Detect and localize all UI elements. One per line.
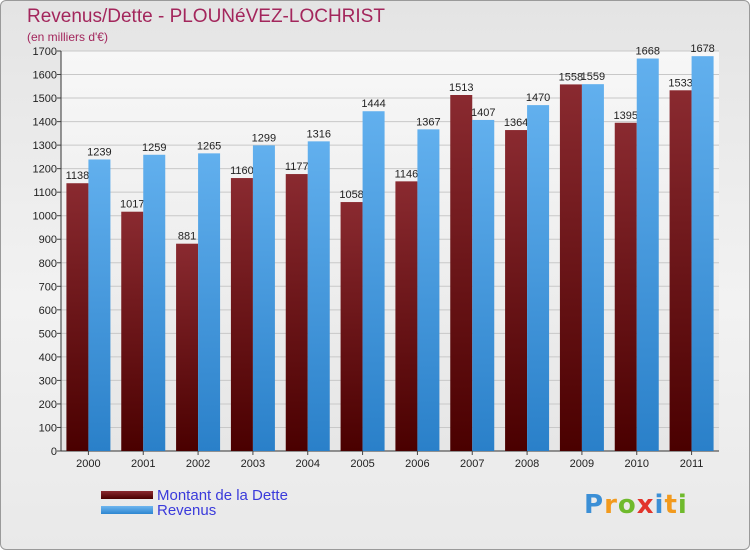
logo-letter: o	[617, 490, 637, 520]
data-label: 1177	[285, 161, 309, 173]
bar-revenus	[143, 154, 166, 451]
y-tick-label: 800	[39, 258, 57, 270]
data-label: 1559	[581, 71, 605, 83]
bar-revenus	[362, 111, 385, 451]
x-tick-label: 2009	[570, 458, 594, 470]
data-label: 1444	[361, 98, 385, 110]
bar-dette	[121, 211, 144, 451]
bar-chart: 0 100 200 300 400 500 600 700 800 900 1000 1100 1200…	[33, 43, 719, 470]
bar-dette	[614, 122, 637, 451]
data-label: 1259	[142, 142, 166, 154]
y-tick-label: 1400	[33, 117, 57, 129]
x-tick-label: 2008	[515, 458, 539, 470]
bar-dette	[285, 174, 308, 451]
logo-letter: r	[604, 490, 618, 520]
bar-dette	[505, 130, 528, 451]
bar-revenus	[581, 84, 604, 452]
data-label: 1678	[690, 43, 714, 55]
bar-revenus	[417, 129, 440, 451]
logo-letter: x	[636, 490, 655, 520]
data-label: 1513	[449, 82, 473, 94]
data-label: 1395	[614, 110, 638, 122]
data-label: 1239	[87, 146, 111, 158]
plot-area	[61, 51, 719, 451]
x-tick-label: 2007	[460, 458, 484, 470]
x-tick-label: 2011	[680, 458, 704, 470]
x-tick-label: 2004	[296, 458, 320, 470]
bar-dette	[559, 84, 582, 451]
data-label: 1017	[120, 199, 144, 211]
logo-letter: t	[664, 490, 678, 520]
legend-swatch-revenus	[101, 506, 153, 514]
y-tick-label: 1200	[33, 164, 57, 176]
bar-revenus	[527, 105, 550, 451]
x-tick-label: 2006	[405, 458, 429, 470]
data-label: 1367	[416, 116, 440, 128]
bar-revenus	[88, 159, 111, 451]
x-tick-label: 2001	[131, 458, 155, 470]
bar-revenus	[252, 145, 275, 451]
y-tick-label: 300	[39, 375, 57, 387]
bar-dette	[395, 181, 418, 451]
y-tick-label: 100	[39, 422, 57, 434]
data-label: 1138	[66, 170, 90, 182]
data-label: 1364	[504, 117, 528, 129]
y-tick-label: 0	[51, 446, 57, 458]
bar-revenus	[636, 58, 659, 451]
y-tick-label: 600	[39, 305, 57, 317]
y-tick-label: 200	[39, 399, 57, 411]
bar-dette	[66, 183, 89, 451]
data-label: 1533	[668, 77, 692, 89]
y-tick-label: 500	[39, 328, 57, 340]
y-tick-label: 1000	[33, 211, 57, 223]
logo-letter: i	[677, 490, 688, 520]
y-tick-label: 1500	[33, 93, 57, 105]
x-tick-label: 2002	[186, 458, 210, 470]
bar-dette	[669, 90, 692, 451]
data-label: 1668	[636, 46, 660, 58]
y-tick-label: 1300	[33, 140, 57, 152]
y-tick-label: 700	[39, 281, 57, 293]
y-tick-label: 900	[39, 234, 57, 246]
data-label: 1160	[230, 165, 254, 177]
bar-dette	[230, 178, 253, 451]
x-tick-label: 2000	[76, 458, 100, 470]
data-label: 881	[178, 231, 196, 243]
data-label: 1299	[252, 132, 276, 144]
y-tick-label: 1100	[33, 187, 57, 199]
y-tick-label: 400	[39, 352, 57, 364]
y-tick-label: 1600	[33, 70, 57, 82]
legend-label-debt: Montant de la Dette	[157, 487, 288, 504]
bar-revenus	[472, 119, 495, 452]
bar-revenus	[307, 141, 330, 451]
x-tick-label: 2010	[625, 458, 649, 470]
logo-letter: i	[654, 490, 665, 520]
data-label: 1407	[471, 107, 495, 119]
data-label: 1265	[197, 140, 221, 152]
data-label: 1558	[559, 71, 583, 83]
proxiti-logo: Proxiti	[584, 490, 688, 520]
x-tick-label: 2005	[350, 458, 374, 470]
data-label: 1316	[307, 128, 331, 140]
legend-swatch-debt	[101, 491, 153, 499]
data-label: 1058	[339, 189, 363, 201]
chart-title: Revenus/Dette - PLOUNéVEZ-LOCHRIST	[27, 6, 385, 27]
bar-revenus	[691, 56, 714, 451]
x-tick-label: 2003	[241, 458, 265, 470]
bar-dette	[176, 243, 199, 451]
logo-letter: P	[584, 490, 605, 520]
data-label: 1470	[526, 92, 550, 104]
chart-subtitle: (en milliers d'€)	[27, 30, 108, 44]
bar-dette	[340, 202, 363, 451]
bar-revenus	[198, 153, 221, 451]
legend-label-revenus: Revenus	[157, 502, 217, 519]
bar-dette	[450, 95, 473, 451]
data-label: 1146	[395, 168, 419, 180]
y-tick-label: 1700	[33, 46, 57, 58]
